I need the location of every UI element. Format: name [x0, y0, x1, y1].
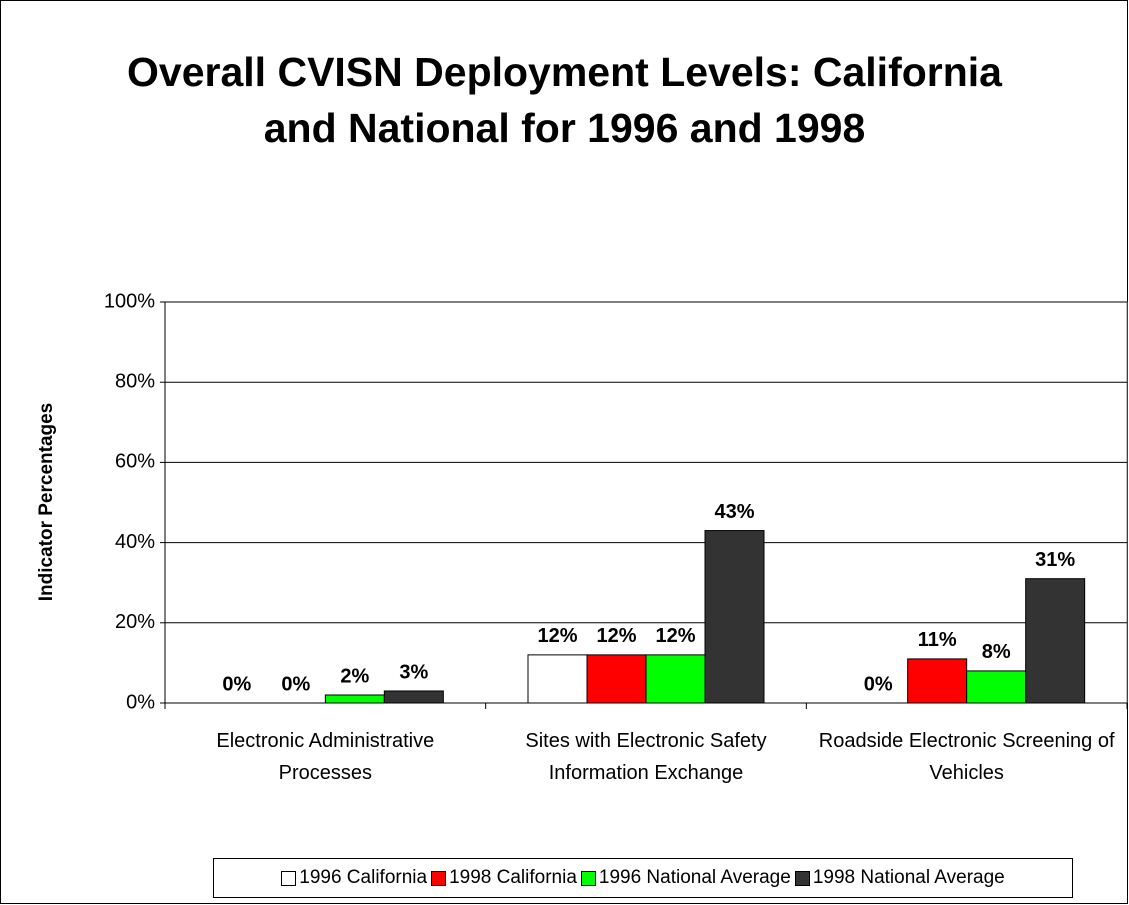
- x-tick-label: Sites with Electronic Safety Information…: [525, 730, 767, 784]
- bar: [907, 658, 968, 704]
- y-tick-label: 100%: [104, 290, 155, 312]
- legend-item: 1998 California: [431, 867, 577, 889]
- chart-title: Overall CVISN Deployment Levels: Califor…: [127, 49, 1002, 151]
- value-label: 31%: [1035, 549, 1075, 571]
- y-tick-label: 0%: [126, 691, 155, 713]
- value-label: 3%: [399, 661, 428, 683]
- value-label: 2%: [340, 665, 369, 687]
- value-label: 43%: [714, 501, 754, 523]
- bar: [527, 654, 588, 704]
- legend-label: 1996 National Average: [598, 867, 791, 888]
- bar: [645, 654, 706, 704]
- bar: [704, 530, 765, 704]
- y-tick-label: 40%: [115, 531, 155, 553]
- x-tick-label: Electronic Administrative Processes: [216, 730, 435, 784]
- legend-item: 1996 California: [281, 867, 427, 889]
- bar: [1025, 578, 1086, 704]
- legend-swatch: [431, 870, 447, 886]
- y-tick-label: 80%: [115, 370, 155, 392]
- value-label: 8%: [982, 641, 1011, 663]
- legend-item: 1998 National Average: [794, 867, 1005, 889]
- value-label: 12%: [655, 625, 695, 647]
- value-label: 12%: [537, 625, 577, 647]
- bar: [383, 690, 444, 704]
- legend-label: 1998 National Average: [812, 867, 1005, 888]
- value-label: 0%: [281, 673, 310, 695]
- value-label: 12%: [596, 625, 636, 647]
- bar: [586, 654, 647, 704]
- x-tick-label: Roadside Electronic Screening of Vehicle…: [818, 730, 1115, 784]
- value-label: 11%: [918, 629, 957, 651]
- y-tick-label: 60%: [115, 451, 155, 473]
- bar: [324, 694, 385, 704]
- legend-swatch: [281, 870, 297, 886]
- legend-swatch: [580, 870, 596, 886]
- y-axis-title: Indicator Percentages: [36, 403, 57, 602]
- value-label: 0%: [222, 673, 251, 695]
- legend-label: 1996 California: [299, 867, 428, 888]
- y-tick-label: 20%: [115, 611, 155, 633]
- bar: [966, 670, 1027, 704]
- legend: 1996 California 1998 California 1996 Natio…: [213, 858, 1073, 898]
- value-label: 0%: [864, 673, 893, 695]
- legend-item: 1996 National Average: [580, 867, 791, 889]
- legend-label: 1998 California: [449, 867, 577, 888]
- legend-swatch: [794, 870, 810, 886]
- plot-area: [164, 301, 1128, 704]
